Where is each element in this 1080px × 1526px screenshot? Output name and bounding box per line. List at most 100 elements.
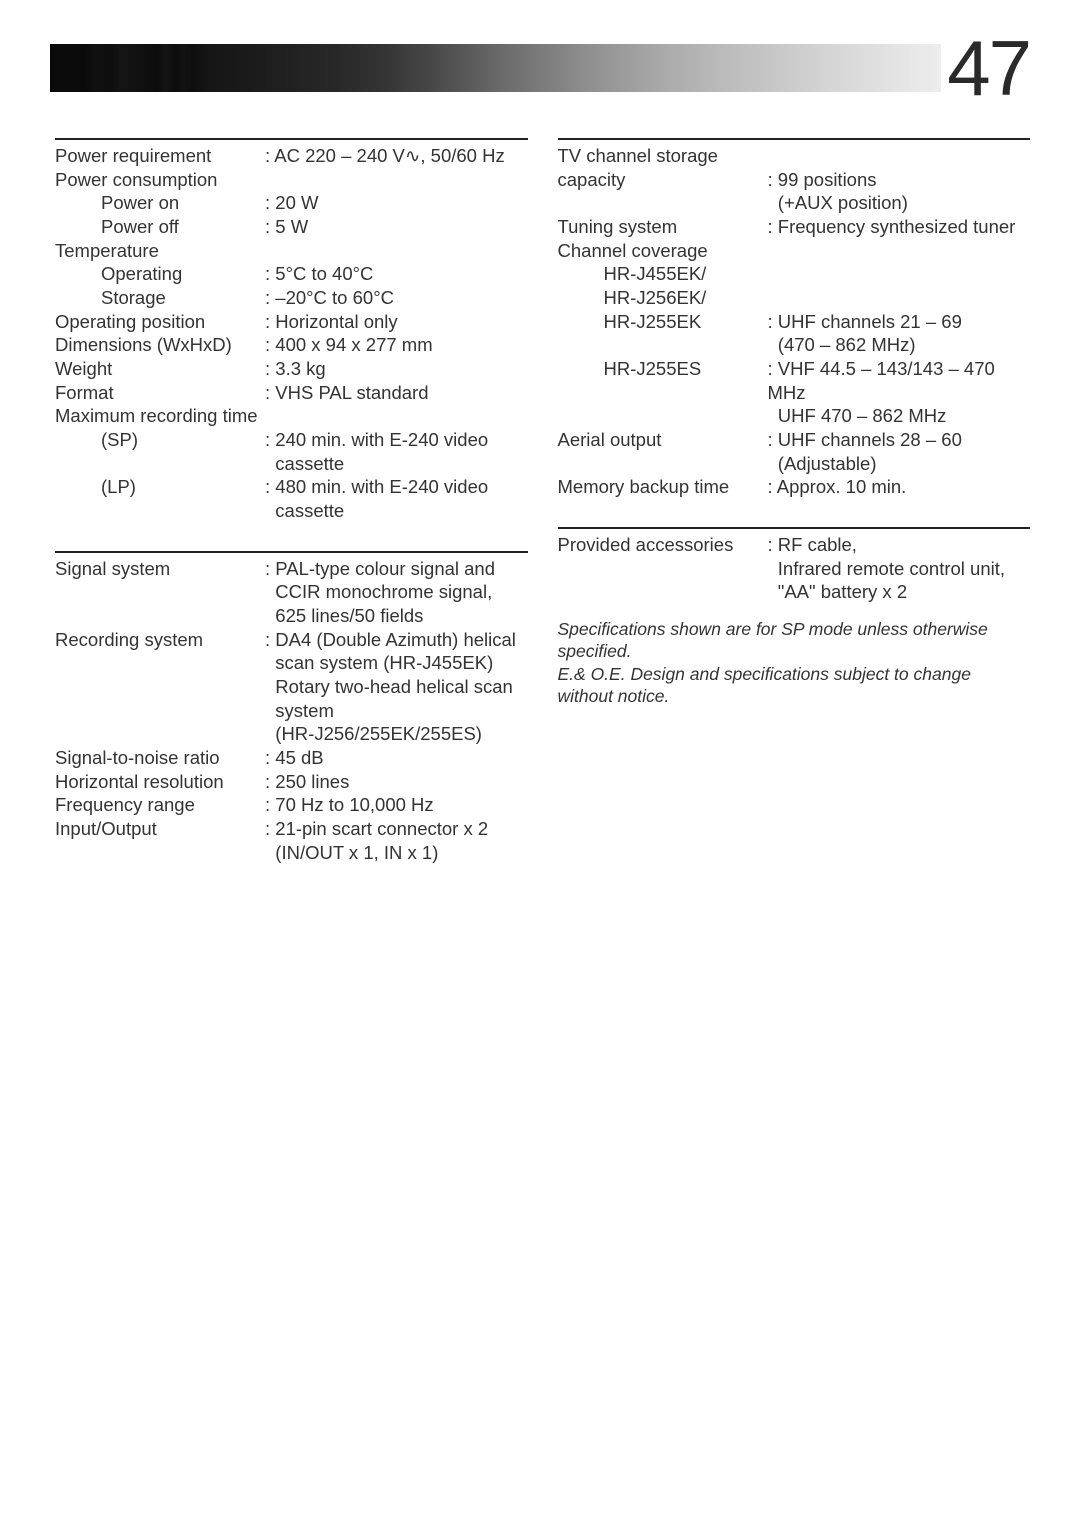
spec-row: Operating: 5°C to 40°C [55, 262, 528, 286]
spec-value: : Approx. 10 min. [768, 475, 1031, 499]
section-rule [55, 551, 528, 553]
spec-label: capacity [558, 168, 768, 215]
spec-value: : RF cable, Infrared remote control unit… [768, 533, 1031, 604]
spec-label: HR-J455EK/ [558, 262, 768, 286]
spec-label: Recording system [55, 628, 265, 746]
spec-label: Aerial output [558, 428, 768, 475]
spec-label: Storage [55, 286, 265, 310]
spec-row: Power consumption [55, 168, 528, 192]
spec-label: (LP) [55, 475, 265, 522]
spec-value: : PAL-type colour signal and CCIR monoch… [265, 557, 528, 628]
spec-row: Format: VHS PAL standard [55, 381, 528, 405]
spec-section-general: Power requirement: AC 220 – 240 V∿, 50/6… [55, 144, 528, 523]
spec-row: HR-J256EK/ [558, 286, 1031, 310]
spec-row: (SP): 240 min. with E-240 video cassette [55, 428, 528, 475]
spec-row: Dimensions (WxHxD): 400 x 94 x 277 mm [55, 333, 528, 357]
spec-label: TV channel storage [558, 144, 768, 168]
page-header: 47 [50, 32, 1030, 104]
spec-label: Provided accessories [558, 533, 768, 604]
spec-value: : 70 Hz to 10,000 Hz [265, 793, 528, 817]
spec-value: : 3.3 kg [265, 357, 528, 381]
spec-value: : UHF channels 28 – 60 (Adjustable) [768, 428, 1031, 475]
spec-label: Power requirement [55, 144, 265, 168]
spec-row: Recording system: DA4 (Double Azimuth) h… [55, 628, 528, 746]
spec-value: : –20°C to 60°C [265, 286, 528, 310]
spec-value: : Frequency synthesized tuner [768, 215, 1031, 239]
spec-value: : 240 min. with E-240 video cassette [265, 428, 528, 475]
spec-value: : VHF 44.5 – 143/143 – 470 MHz UHF 470 –… [768, 357, 1031, 428]
spec-label: Power on [55, 191, 265, 215]
spec-section-accessories: Provided accessories: RF cable, Infrared… [558, 533, 1031, 604]
spec-row: Provided accessories: RF cable, Infrared… [558, 533, 1031, 604]
right-column: TV channel storagecapacity: 99 positions… [558, 138, 1031, 864]
spec-row: Tuning system: Frequency synthesized tun… [558, 215, 1031, 239]
spec-row: Memory backup time: Approx. 10 min. [558, 475, 1031, 499]
spec-value: : 20 W [265, 191, 528, 215]
spec-label: Power off [55, 215, 265, 239]
spec-row: Frequency range: 70 Hz to 10,000 Hz [55, 793, 528, 817]
spec-label: Weight [55, 357, 265, 381]
header-gradient-bar [50, 44, 941, 92]
page-number: 47 [941, 29, 1030, 107]
spec-row: Aerial output: UHF channels 28 – 60 (Adj… [558, 428, 1031, 475]
spec-value: : 480 min. with E-240 video cassette [265, 475, 528, 522]
spec-row: Power off: 5 W [55, 215, 528, 239]
content-area: Power requirement: AC 220 – 240 V∿, 50/6… [55, 138, 1030, 864]
spec-value: : 5°C to 40°C [265, 262, 528, 286]
spec-value: : 99 positions (+AUX position) [768, 168, 1031, 215]
section-rule [558, 527, 1031, 529]
spec-label: Operating position [55, 310, 265, 334]
spec-row: (LP): 480 min. with E-240 video cassette [55, 475, 528, 522]
spec-row: HR-J255EK: UHF channels 21 – 69 (470 – 8… [558, 310, 1031, 357]
spec-section-tuner: TV channel storagecapacity: 99 positions… [558, 144, 1031, 499]
spec-value: : 250 lines [265, 770, 528, 794]
spec-label: Format [55, 381, 265, 405]
spec-label: Signal system [55, 557, 265, 628]
spec-label: Memory backup time [558, 475, 768, 499]
spec-label: Channel coverage [558, 239, 768, 263]
spec-value: : 400 x 94 x 277 mm [265, 333, 528, 357]
spec-value: : VHS PAL standard [265, 381, 528, 405]
section-rule [55, 138, 528, 140]
spec-row: Maximum recording time [55, 404, 528, 428]
spec-row: Power requirement: AC 220 – 240 V∿, 50/6… [55, 144, 528, 168]
spec-label: Frequency range [55, 793, 265, 817]
spec-label: Input/Output [55, 817, 265, 864]
spec-row: TV channel storage [558, 144, 1031, 168]
spec-row: Storage: –20°C to 60°C [55, 286, 528, 310]
spec-section-video: Signal system: PAL-type colour signal an… [55, 557, 528, 865]
spec-row: Power on: 20 W [55, 191, 528, 215]
spec-value: : 5 W [265, 215, 528, 239]
spec-row: Temperature [55, 239, 528, 263]
spec-label: Operating [55, 262, 265, 286]
spec-label: HR-J256EK/ [558, 286, 768, 310]
footnote: Specifications shown are for SP mode unl… [558, 618, 1031, 708]
spec-label: Signal-to-noise ratio [55, 746, 265, 770]
spec-value: : DA4 (Double Azimuth) helical scan syst… [265, 628, 528, 746]
spec-row: Horizontal resolution: 250 lines [55, 770, 528, 794]
spec-row: capacity: 99 positions (+AUX position) [558, 168, 1031, 215]
spec-label: (SP) [55, 428, 265, 475]
spec-row: HR-J255ES: VHF 44.5 – 143/143 – 470 MHz … [558, 357, 1031, 428]
left-column: Power requirement: AC 220 – 240 V∿, 50/6… [55, 138, 528, 864]
spec-row: Signal system: PAL-type colour signal an… [55, 557, 528, 628]
spec-row: Input/Output: 21-pin scart connector x 2… [55, 817, 528, 864]
spec-label: Maximum recording time [55, 404, 265, 428]
spec-value: : UHF channels 21 – 69 (470 – 862 MHz) [768, 310, 1031, 357]
spec-row: Weight: 3.3 kg [55, 357, 528, 381]
spec-value: : 21-pin scart connector x 2 (IN/OUT x 1… [265, 817, 528, 864]
spec-row: Channel coverage [558, 239, 1031, 263]
spec-label: Horizontal resolution [55, 770, 265, 794]
spec-value: : AC 220 – 240 V∿, 50/60 Hz [265, 144, 528, 168]
spec-label: Dimensions (WxHxD) [55, 333, 265, 357]
spec-label: HR-J255EK [558, 310, 768, 357]
spec-label: Power consumption [55, 168, 265, 192]
spec-label: Temperature [55, 239, 265, 263]
spec-row: HR-J455EK/ [558, 262, 1031, 286]
spec-label: HR-J255ES [558, 357, 768, 428]
spec-row: Signal-to-noise ratio: 45 dB [55, 746, 528, 770]
spec-value: : Horizontal only [265, 310, 528, 334]
spec-label: Tuning system [558, 215, 768, 239]
spec-value: : 45 dB [265, 746, 528, 770]
spec-row: Operating position: Horizontal only [55, 310, 528, 334]
